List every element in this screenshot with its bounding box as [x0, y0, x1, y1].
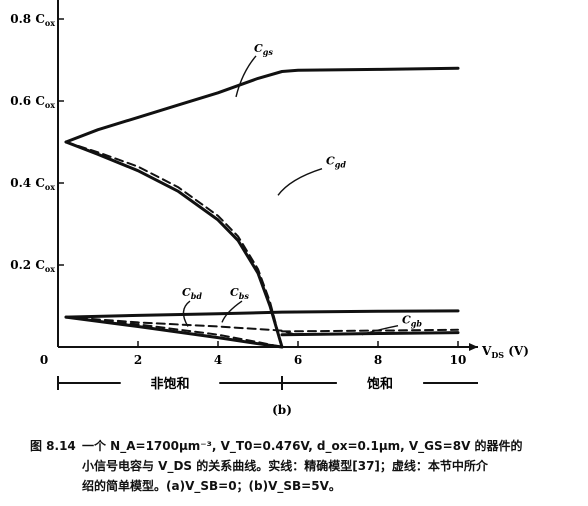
- label-leader: [182, 300, 191, 327]
- y-tick-label: 0.6 Cox: [10, 94, 55, 110]
- x-axis-arrow: [469, 343, 478, 351]
- y-tick-label: 0.8 Cox: [10, 12, 55, 28]
- curve-label-cbd: Cbd: [182, 286, 202, 301]
- series-cbs-solid: [64, 309, 460, 319]
- series-cgb-dashed: [281, 328, 459, 333]
- region-bar: 非饱和 饱和: [57, 376, 478, 392]
- x-axis-label: VDS (V): [481, 344, 529, 360]
- curve-label-cgd: Cgd: [326, 155, 346, 170]
- series-cgd-dashed: [65, 141, 283, 348]
- series-cbd-dashed: [65, 316, 283, 348]
- curve-label-cgb: Cgb: [402, 314, 422, 329]
- label-leader: [361, 324, 399, 336]
- y-tick-label: 0.4 Cox: [10, 176, 55, 192]
- x-tick-label: 8: [374, 353, 382, 367]
- x-tick-label: 10: [450, 353, 467, 367]
- x-tick-label: 2: [134, 353, 142, 367]
- x-tick-label: 0: [40, 353, 48, 367]
- label-leader: [235, 55, 257, 98]
- series-cgb-solid: [280, 331, 460, 337]
- capacitance-chart: 0 2 4 6 8 10 VDS (V) 0.2 Cox 0.4 Cox 0.6 Cox 0.8 C…: [10, 0, 529, 417]
- curve-label-cbs: Cbs: [230, 286, 249, 301]
- series-cbd-solid: [64, 315, 284, 349]
- label-leader: [277, 167, 323, 196]
- region-label: 非饱和: [150, 376, 189, 392]
- series-group: [64, 66, 460, 349]
- caption-line-1: 一个 N_A=1700μm⁻³, V_T0=0.476V, d_ox=0.1μm…: [82, 439, 523, 453]
- label-leader: [221, 300, 243, 323]
- x-tick-label: 4: [214, 353, 222, 367]
- figure-number: 图 8.14: [30, 439, 76, 453]
- series-cgd-solid: [64, 140, 284, 349]
- figure-caption: 图 8.14 一个 N_A=1700μm⁻³, V_T0=0.476V, d_ox…: [30, 436, 580, 496]
- panel-label: (b): [272, 403, 292, 417]
- x-tick-label: 6: [294, 353, 302, 367]
- region-label: 饱和: [366, 376, 393, 392]
- curve-label-cgs: Cgs: [254, 42, 273, 57]
- caption-line-3: 绍的简单模型。(a)V_SB=0；(b)V_SB=5V。: [82, 479, 341, 493]
- curve-labels: Cgs Cgd Cbd Cbs Cgb: [182, 42, 422, 336]
- axes: 0 2 4 6 8 10 VDS (V) 0.2 Cox 0.4 Cox 0.6 Cox 0.8 C…: [10, 0, 529, 367]
- y-tick-label: 0.2 Cox: [10, 258, 55, 274]
- series-cgs-solid: [64, 66, 460, 144]
- caption-line-2: 小信号电容与 V_DS 的关系曲线。实线：精确模型[37]；虚线：本节中所介: [82, 459, 488, 473]
